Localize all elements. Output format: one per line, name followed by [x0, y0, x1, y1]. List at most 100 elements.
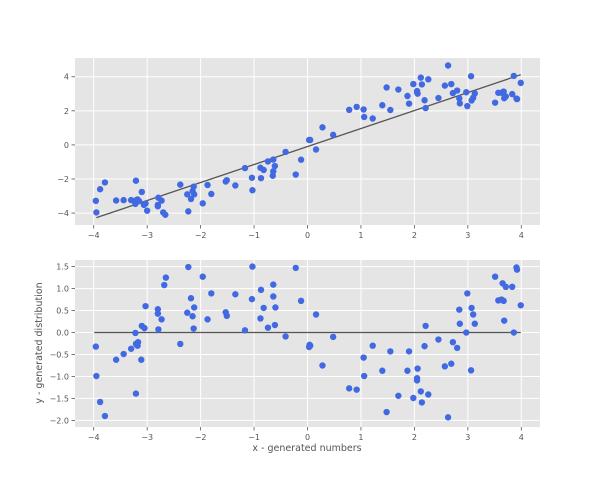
data-point [383, 84, 390, 91]
data-point [282, 148, 289, 156]
data-point [383, 408, 390, 416]
data-point [467, 73, 475, 80]
data-point [142, 302, 149, 310]
data-point [260, 304, 267, 312]
data-point [441, 82, 449, 89]
data-point [101, 412, 109, 420]
x-tick-label: −3 [141, 231, 153, 240]
data-point [456, 95, 463, 102]
data-point [513, 266, 521, 273]
data-point [500, 88, 507, 95]
data-point [208, 190, 215, 198]
y-tick-label: −2.0 [50, 416, 69, 425]
data-point [92, 197, 100, 205]
data-point [270, 281, 277, 288]
data-point [96, 398, 104, 406]
data-point [204, 181, 211, 189]
y-tick-label: 4 [64, 73, 69, 82]
x-tick-label: 1 [358, 231, 363, 240]
data-point [269, 172, 276, 179]
data-point [154, 306, 162, 313]
y-tick-label: −1.5 [50, 394, 69, 403]
data-point [464, 290, 471, 297]
data-point [264, 158, 272, 165]
data-point [425, 76, 432, 83]
data-point [112, 197, 120, 204]
data-point [463, 89, 470, 96]
data-point [162, 274, 170, 281]
data-point [306, 342, 314, 349]
data-point [471, 90, 478, 97]
data-point [93, 209, 100, 216]
data-point [138, 188, 146, 196]
data-point [464, 102, 471, 110]
data-point [132, 329, 139, 337]
data-point [502, 93, 509, 100]
data-point [417, 388, 425, 395]
data-point [421, 97, 428, 104]
data-point [405, 348, 413, 355]
data-point [282, 333, 289, 340]
x-tick-label: 3 [465, 433, 470, 442]
y-tick-label: 1.0 [56, 285, 69, 294]
data-point [435, 336, 442, 343]
x-tick-label: −1 [248, 433, 260, 442]
data-point [132, 177, 140, 184]
data-point [101, 179, 109, 186]
data-point [154, 310, 162, 317]
data-point [513, 95, 521, 103]
data-point [190, 183, 197, 190]
data-point [292, 171, 299, 178]
data-point [92, 343, 100, 350]
y-tick-label: −1.0 [50, 372, 69, 381]
data-point [410, 394, 417, 402]
data-point [248, 295, 256, 303]
fit-line [96, 74, 521, 219]
data-point [435, 94, 442, 102]
data-point [491, 99, 499, 106]
data-point [448, 360, 455, 367]
data-point [232, 182, 239, 189]
data-point [187, 195, 195, 203]
data-point [463, 329, 470, 336]
data-point [297, 156, 305, 163]
data-point [190, 304, 198, 311]
data-point [319, 124, 326, 131]
data-point [441, 363, 449, 370]
data-point [306, 136, 314, 144]
data-point [395, 392, 402, 399]
data-point [155, 326, 162, 333]
data-point [404, 92, 411, 100]
data-point [127, 196, 135, 204]
y-tick-label: 2 [64, 107, 69, 116]
x-tick-label: 2 [412, 231, 417, 240]
data-point [353, 103, 360, 111]
data-point [120, 196, 127, 204]
data-point [154, 201, 162, 209]
data-point [456, 100, 464, 107]
data-point [360, 113, 368, 121]
y-tick-label: −4 [57, 209, 69, 218]
data-point [345, 106, 353, 114]
data-point [471, 320, 478, 327]
data-point [184, 309, 191, 316]
x-tick-label: −4 [88, 433, 100, 442]
data-point [132, 390, 140, 397]
data-point [241, 327, 249, 334]
data-point [517, 302, 524, 309]
data-point [360, 106, 367, 113]
data-point [270, 156, 277, 163]
data-point [141, 324, 148, 332]
data-point [414, 365, 421, 372]
data-point [453, 87, 461, 94]
data-point [418, 399, 426, 406]
data-point [360, 354, 367, 361]
data-point [158, 316, 165, 323]
data-point [297, 297, 305, 305]
data-point [257, 315, 264, 322]
data-point [360, 372, 368, 380]
data-point [510, 72, 518, 80]
data-point [500, 317, 508, 324]
x-tick-label: 2 [412, 433, 417, 442]
